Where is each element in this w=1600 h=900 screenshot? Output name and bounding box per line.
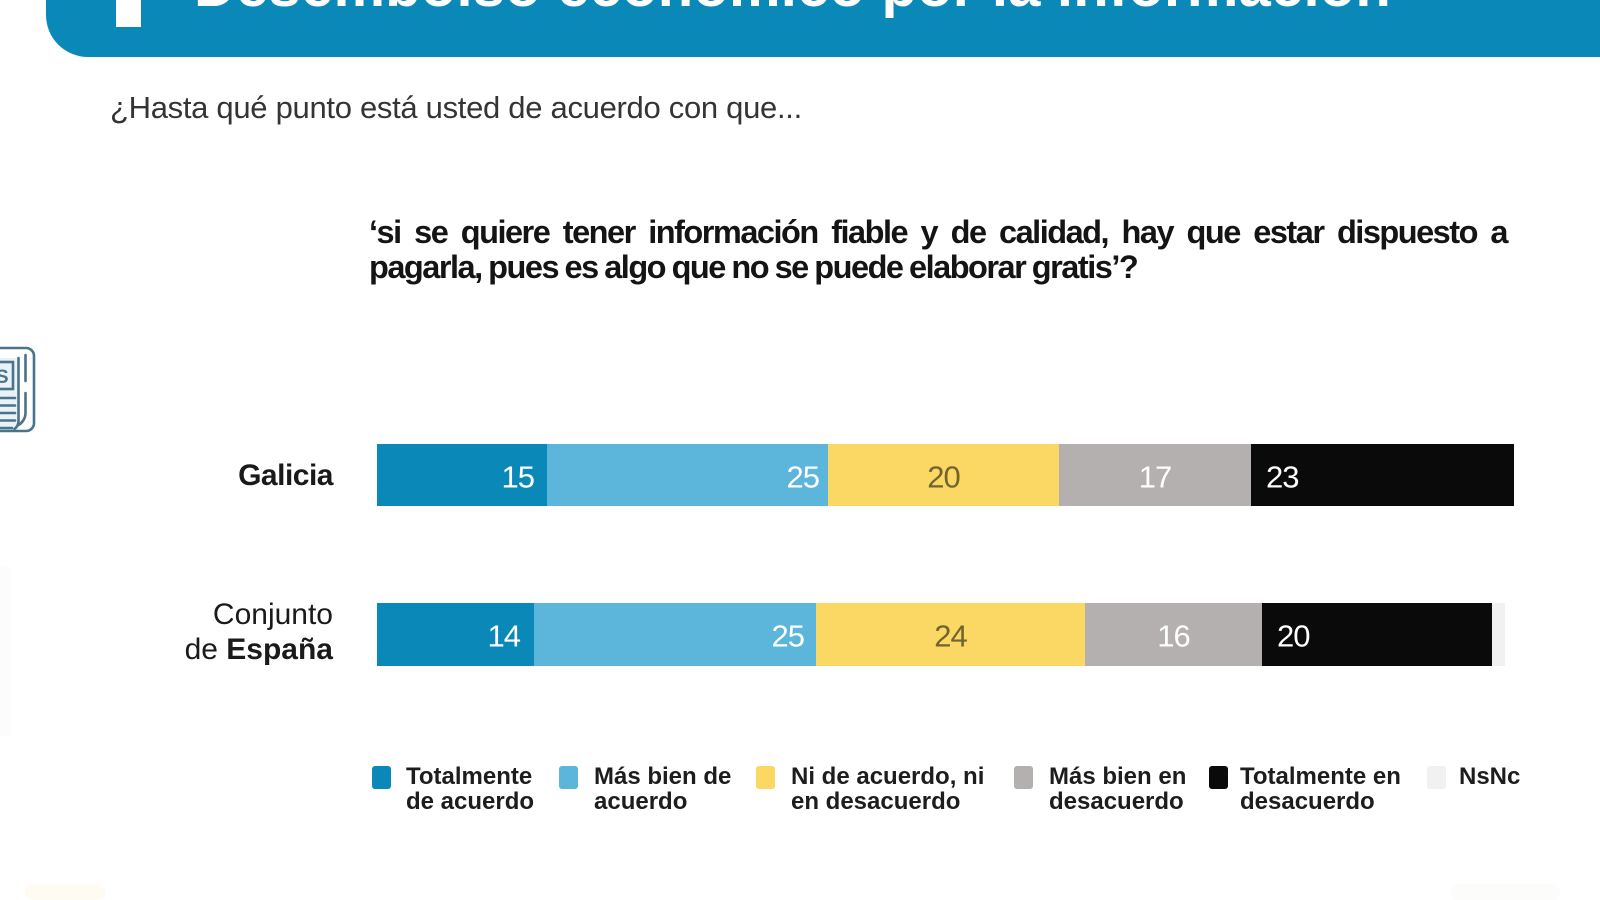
svg-text:NEWS: NEWS — [0, 367, 9, 388]
